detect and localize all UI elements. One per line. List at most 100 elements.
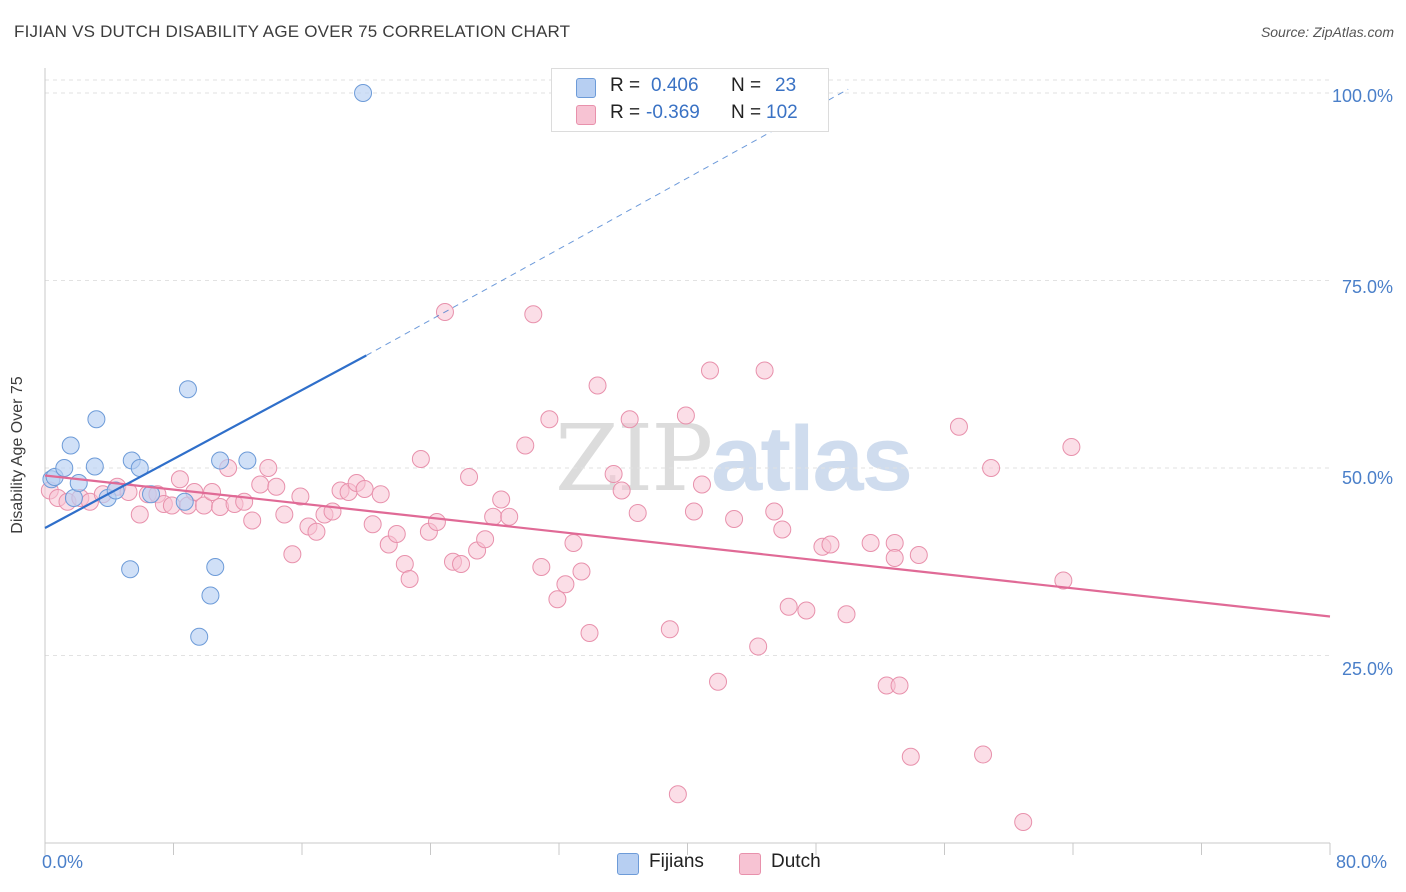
fijians-point: [238, 451, 257, 470]
fijians-r-value: 0.406: [651, 75, 699, 96]
dutch-swatch: [576, 105, 596, 125]
dutch-legend-swatch: [739, 853, 761, 875]
dutch-point: [901, 747, 920, 766]
dutch-point: [779, 597, 798, 616]
fijians-point: [190, 627, 209, 646]
legend-r-label: R =: [610, 75, 641, 96]
dutch-point: [700, 361, 719, 380]
fijians-point: [55, 459, 74, 477]
dutch-point: [130, 505, 149, 524]
dutch-point: [203, 483, 222, 501]
dutch-point: [243, 511, 262, 530]
fijians-point: [85, 457, 104, 476]
dutch-point: [267, 477, 286, 496]
dutch-point: [660, 620, 679, 639]
dutch-point: [755, 361, 774, 380]
fijians-point: [64, 489, 83, 507]
fijians-legend-swatch: [617, 853, 639, 875]
dutch-point: [411, 450, 430, 468]
dutch-point: [692, 475, 711, 494]
dutch-point: [500, 507, 519, 526]
dutch-legend-label: Dutch: [771, 851, 821, 872]
chart-title: FIJIAN VS DUTCH DISABILITY AGE OVER 75 C…: [14, 22, 571, 41]
legend-n-label: N =: [731, 75, 762, 96]
dutch-point: [1014, 813, 1033, 831]
legend-n-label: N =: [731, 102, 762, 123]
dutch-point: [540, 410, 559, 429]
fijians-point: [201, 586, 220, 605]
dutch-point: [749, 637, 768, 656]
dutch-point: [484, 507, 503, 526]
dutch-point: [773, 520, 792, 539]
dutch-point: [890, 676, 909, 695]
fijians-point: [69, 474, 88, 492]
fijians-trend-extension: [366, 88, 849, 356]
y-tick-label: 25.0%: [1341, 659, 1393, 679]
dutch-point: [548, 590, 567, 609]
dutch-point: [532, 558, 551, 576]
fijians-n-value: 23: [775, 75, 797, 96]
fijians-swatch: [576, 78, 596, 98]
dutch-point: [355, 480, 374, 498]
dutch-point: [580, 624, 599, 642]
source-label: Source: ZipAtlas.com: [1260, 24, 1394, 40]
fijians-point: [354, 84, 373, 102]
watermark-atlas: atlas: [711, 408, 913, 510]
dutch-point: [821, 535, 840, 554]
dutch-point: [564, 534, 583, 552]
dutch-point: [251, 475, 270, 494]
fijians-legend-label: Fijians: [649, 851, 704, 872]
dutch-point: [400, 570, 419, 588]
x-tick-label: 80.0%: [1336, 852, 1388, 872]
fijians-point: [211, 451, 230, 470]
dutch-point: [427, 513, 446, 531]
dutch-point: [363, 515, 382, 534]
dutch-r-value: -0.369: [646, 102, 700, 123]
dutch-point: [628, 504, 647, 522]
dutch-point: [604, 465, 623, 483]
dutch-point: [371, 485, 390, 504]
dutch-point: [291, 487, 310, 506]
dutch-point: [797, 601, 816, 620]
x-tick-label: 0.0%: [42, 852, 84, 872]
dutch-point: [588, 376, 607, 395]
dutch-point: [885, 534, 904, 552]
dutch-point: [949, 417, 968, 436]
y-tick-label: 50.0%: [1341, 468, 1393, 488]
dutch-point: [684, 502, 703, 521]
dutch-point: [492, 490, 511, 509]
fijians-point: [206, 558, 225, 576]
dutch-point: [725, 510, 744, 528]
fijians-point: [142, 485, 161, 504]
y-tick-label: 75.0%: [1341, 277, 1393, 297]
dutch-point: [395, 555, 414, 573]
dutch-n-value: 102: [766, 102, 798, 123]
dutch-point: [676, 406, 695, 425]
dutch-point: [974, 745, 993, 764]
dutch-point: [765, 502, 784, 521]
fijians-point: [121, 560, 140, 579]
dutch-point: [452, 555, 471, 573]
dutch-point: [524, 305, 543, 324]
y-tick-label: 100.0%: [1331, 86, 1393, 106]
dutch-point: [709, 672, 728, 691]
dutch-point: [556, 575, 575, 594]
dutch-point: [861, 534, 880, 552]
dutch-point: [620, 410, 639, 429]
dutch-point: [612, 481, 631, 500]
correlation-legend: R = 0.406 N = 23 R = -0.369 N = 102: [551, 68, 829, 132]
dutch-point: [275, 505, 294, 524]
fijians-point: [178, 380, 197, 399]
dutch-point: [259, 459, 278, 477]
dutch-point: [476, 530, 495, 549]
dutch-point: [982, 459, 1001, 477]
dutch-point: [837, 605, 856, 624]
dutch-point: [211, 498, 230, 516]
dutch-point: [885, 549, 904, 567]
fijians-point: [61, 436, 80, 455]
dutch-point: [460, 468, 479, 486]
dutch-point: [283, 545, 302, 564]
dutch-point: [1062, 438, 1081, 456]
dutch-point: [668, 785, 687, 804]
